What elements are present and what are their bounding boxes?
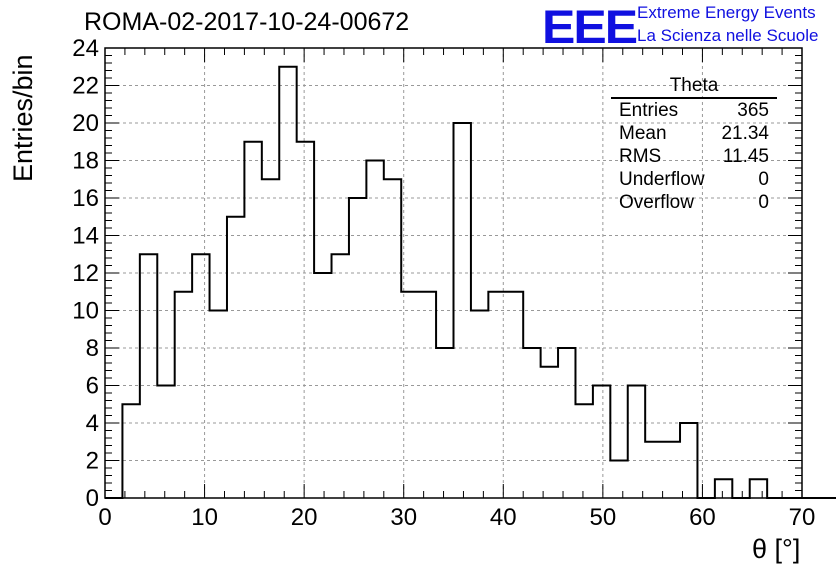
x-tick-label: 20 (291, 504, 318, 531)
y-tick-label: 14 (72, 223, 99, 250)
y-tick-label: 18 (72, 148, 99, 175)
stats-label: RMS (619, 146, 662, 167)
y-tick-label: 22 (72, 73, 99, 100)
y-tick-label: 8 (86, 335, 99, 362)
x-tick-label: 70 (789, 504, 816, 531)
stats-label: Underflow (619, 169, 705, 190)
x-tick-label: 40 (490, 504, 517, 531)
stats-row-underflow: Underflow 0 (611, 168, 777, 191)
y-tick-label: 4 (86, 410, 99, 437)
stats-row-entries: Entries 365 (611, 99, 777, 122)
y-tick-label: 6 (86, 373, 99, 400)
stats-row-mean: Mean 21.34 (611, 122, 777, 145)
stats-value: 0 (758, 192, 769, 213)
stats-label: Entries (619, 100, 679, 121)
stats-box: Theta Entries 365 Mean 21.34 RMS 11.45 U… (611, 75, 777, 214)
x-tick-label: 30 (390, 504, 417, 531)
stats-row-overflow: Overflow 0 (611, 191, 777, 214)
y-tick-label: 0 (86, 485, 99, 512)
eee-logo: EEE (542, 0, 638, 54)
stats-row-rms: RMS 11.45 (611, 145, 777, 168)
y-axis-title: Entries/bin (8, 54, 38, 182)
x-tick-label: 50 (590, 504, 617, 531)
x-tick-label: 10 (191, 504, 218, 531)
y-tick-label: 2 (86, 448, 99, 475)
stats-value: 365 (737, 100, 769, 121)
stats-box-title: Theta (611, 75, 777, 99)
x-tick-label: 60 (689, 504, 716, 531)
y-tick-label: 20 (72, 110, 99, 137)
stats-value: 0 (758, 169, 769, 190)
stats-label: Mean (619, 123, 667, 144)
x-tick-label: 0 (98, 504, 111, 531)
logo-line-1: Extreme Energy Events (637, 3, 816, 22)
logo-line-2: La Scienza nelle Scuole (637, 26, 819, 45)
stats-value: 21.34 (721, 123, 769, 144)
chart-title: ROMA-02-2017-10-24-00672 (84, 8, 410, 36)
y-tick-label: 16 (72, 185, 99, 212)
stats-value: 11.45 (722, 146, 769, 167)
stats-label: Overflow (619, 192, 694, 213)
y-tick-label: 12 (72, 260, 99, 287)
y-tick-label: 24 (72, 35, 99, 62)
x-axis-title: θ [°] (752, 534, 801, 564)
y-tick-label: 10 (72, 298, 99, 325)
